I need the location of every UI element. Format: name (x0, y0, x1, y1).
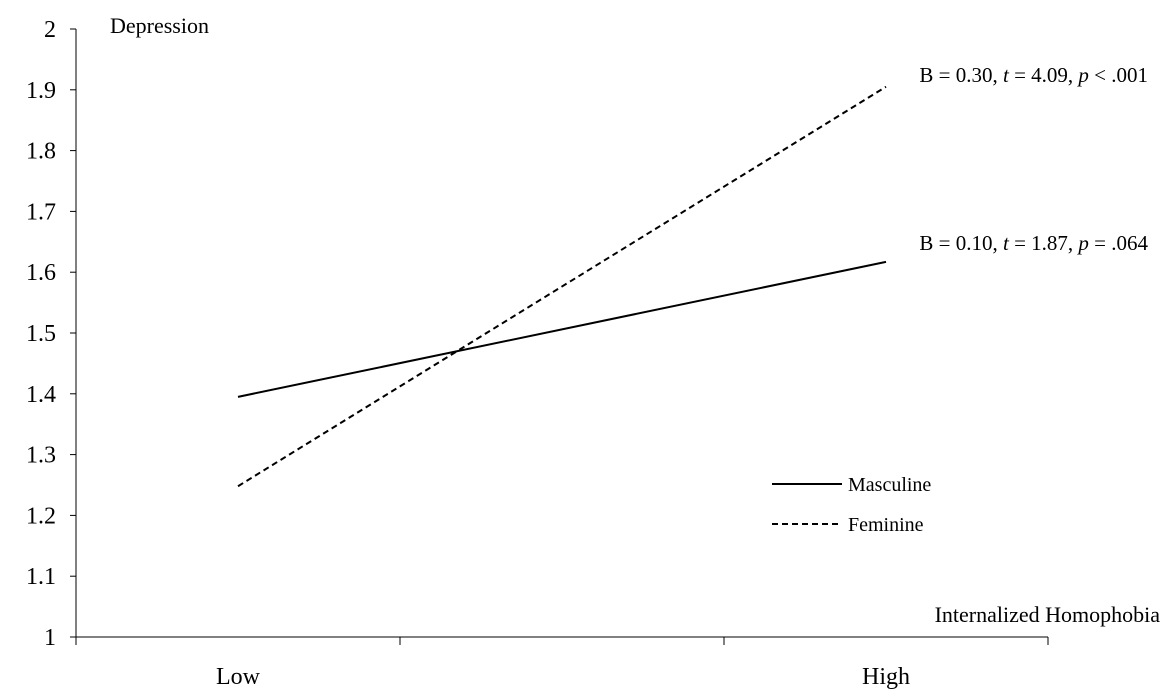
y-tick-label: 1.9 (26, 78, 56, 104)
legend-label-feminine: Feminine (848, 514, 924, 536)
series-line-masculine (237, 260, 887, 398)
y-tick-label: 1 (44, 625, 56, 651)
legend-label-masculine: Masculine (848, 474, 931, 496)
legend: Masculine Feminine (772, 474, 931, 536)
y-tick-label: 1.1 (26, 564, 56, 590)
annotations: B = 0.30, t = 4.09, p < .001 B = 0.10, t … (919, 63, 1148, 255)
series-line-feminine (237, 85, 887, 488)
x-axis-title: Internalized Homophobia (935, 602, 1161, 627)
y-tick-label: 1.7 (26, 199, 56, 225)
series-lines (237, 85, 887, 488)
y-tick-label: 1.4 (26, 382, 56, 408)
x-axis-ticks: Low High (75, 637, 1049, 690)
y-tick-label: 1.3 (26, 443, 56, 469)
y-tick-label: 1.6 (26, 260, 56, 286)
axes (75, 29, 1048, 638)
y-tick-label: 1.5 (26, 321, 56, 347)
annotation-masculine: B = 0.10, t = 1.87, p = .064 (919, 231, 1148, 255)
annotation-feminine: B = 0.30, t = 4.09, p < .001 (919, 63, 1148, 87)
y-tick-label: 1.8 (26, 139, 56, 165)
y-tick-label: 2 (44, 17, 56, 43)
y-tick-label: 1.2 (26, 503, 56, 529)
x-tick-label: Low (216, 664, 261, 690)
x-tick-label: High (862, 664, 910, 690)
y-axis-ticks: 1 1.1 1.2 1.3 1.4 1.5 1.6 1.7 1.8 1.9 2 (26, 17, 76, 651)
y-axis-title: Depression (110, 13, 209, 38)
